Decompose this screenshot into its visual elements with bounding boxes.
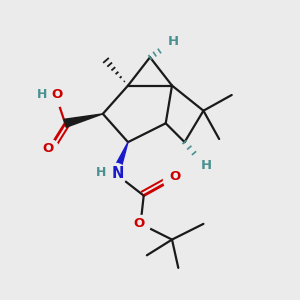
Text: H: H xyxy=(96,166,106,178)
Text: O: O xyxy=(52,88,63,101)
Text: O: O xyxy=(169,170,181,183)
Text: O: O xyxy=(42,142,53,155)
Text: H: H xyxy=(201,159,212,172)
Polygon shape xyxy=(112,142,128,175)
Text: O: O xyxy=(134,218,145,230)
Text: N: N xyxy=(112,166,124,181)
Text: H: H xyxy=(37,88,47,101)
Text: H: H xyxy=(168,35,179,48)
Polygon shape xyxy=(64,114,103,127)
